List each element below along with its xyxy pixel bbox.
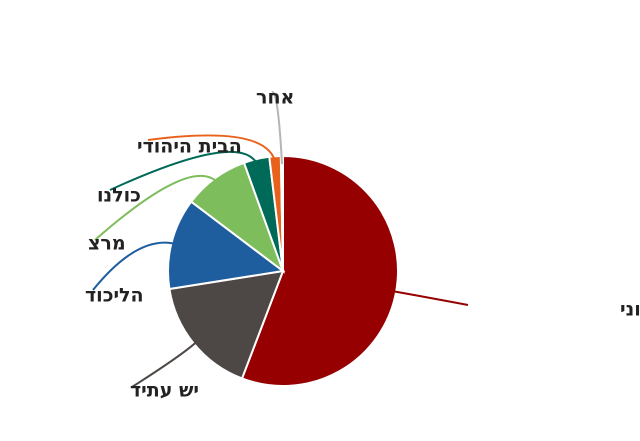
slice-label: המחנה הציוני [620, 299, 640, 321]
slice-label: הבית היהודי [137, 136, 242, 158]
slice-label: מרצ [88, 233, 126, 255]
leader-line [271, 90, 283, 165]
leader-line [109, 150, 260, 191]
slice-label: הליכוד [85, 285, 144, 307]
slice-label: יש עתיד [130, 380, 199, 402]
leader-line [94, 175, 221, 241]
slice-label: כולנו [97, 185, 141, 207]
leader-line [92, 241, 180, 291]
leader-line [147, 134, 277, 165]
slice-label: אחר [256, 87, 294, 109]
leader-line [131, 337, 201, 388]
leader-line [388, 289, 469, 306]
